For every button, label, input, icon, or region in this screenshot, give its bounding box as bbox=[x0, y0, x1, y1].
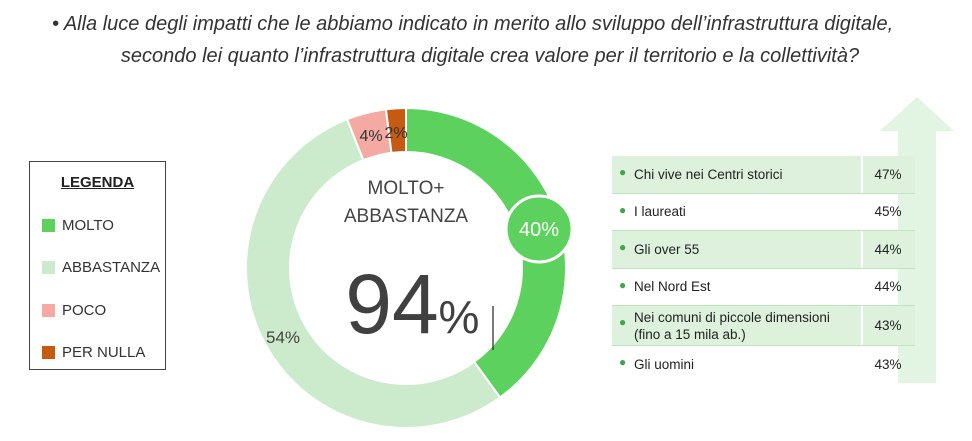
segment-row: ● Chi vive nei Centri storici 47% bbox=[612, 156, 915, 194]
slice-label-poco: 4% bbox=[359, 128, 382, 145]
legend-swatch-poco bbox=[42, 304, 55, 317]
slice-label-abbastanza: 54% bbox=[266, 328, 300, 347]
segment-value: 45% bbox=[874, 204, 902, 220]
legend-title: LEGENDA bbox=[60, 174, 135, 191]
slice-per-nulla bbox=[384, 106, 407, 155]
segment-value: 47% bbox=[874, 166, 902, 182]
segment-label: Gli over 55 bbox=[634, 241, 700, 257]
donut-slices bbox=[245, 106, 567, 429]
center-value: 94 bbox=[345, 257, 438, 351]
molto-highlight-bubble bbox=[504, 194, 574, 264]
segment-value: 44% bbox=[874, 241, 902, 257]
slice-abbastanza bbox=[245, 117, 502, 429]
center-label-line-1: MOLTO+ bbox=[368, 178, 445, 199]
segment-value: 43% bbox=[874, 357, 902, 373]
legend-label-poco: POCO bbox=[62, 302, 107, 319]
segment-label: Chi vive nei Centri storici bbox=[634, 166, 783, 182]
segment-value: 43% bbox=[874, 318, 902, 333]
legend-label-per-nulla: PER NULLA bbox=[62, 344, 146, 361]
segments-table: ● Chi vive nei Centri storici 47% ● I la… bbox=[612, 156, 915, 384]
slice-molto bbox=[405, 106, 567, 399]
legend-label-abbastanza: ABBASTANZA bbox=[62, 259, 161, 276]
column-divider bbox=[861, 268, 863, 305]
segment-label: Nel Nord Est bbox=[634, 279, 711, 295]
legend-swatch-molto bbox=[42, 219, 55, 232]
legend-swatch-per-nulla bbox=[42, 346, 55, 359]
bullet-icon: ● bbox=[619, 315, 627, 329]
legend: LEGENDA MOLTO ABBASTANZA POCO PER NULLA bbox=[29, 161, 166, 370]
question-line-2: secondo lei quanto l’infrastruttura digi… bbox=[120, 45, 860, 67]
bullet-icon: ● bbox=[619, 277, 627, 292]
center-unit: % bbox=[439, 291, 480, 343]
slice-label-per-nulla: 2% bbox=[384, 125, 407, 142]
question-text: • Alla luce degli impatti che le abbiamo… bbox=[40, 8, 940, 72]
bullet-icon: ● bbox=[619, 240, 627, 254]
column-divider bbox=[861, 193, 863, 230]
segment-label: Gli uomini bbox=[634, 357, 695, 373]
bullet-icon: ● bbox=[619, 355, 627, 369]
segment-label: I laureati bbox=[634, 204, 686, 220]
segment-row: ● I laureati 45% bbox=[612, 193, 915, 231]
segment-row: ● Gli over 55 44% bbox=[612, 231, 915, 269]
segment-row: ● Nei comuni di piccole dimensioni (fino… bbox=[612, 306, 915, 346]
segment-row: ● Nel Nord Est 44% bbox=[612, 268, 915, 306]
column-divider bbox=[861, 156, 863, 193]
legend-label-molto: MOLTO bbox=[62, 217, 114, 234]
slice-label-molto: 40% bbox=[519, 219, 559, 241]
bullet-icon: ● bbox=[619, 202, 627, 217]
legend-swatch-abbastanza bbox=[42, 261, 55, 274]
segment-label: Nei comuni di piccole dimensioni (fino a… bbox=[634, 309, 830, 342]
segment-value: 44% bbox=[874, 279, 902, 295]
column-divider bbox=[861, 346, 863, 384]
column-divider bbox=[861, 306, 863, 345]
center-label-line-2: ABBASTANZA bbox=[344, 206, 469, 227]
column-divider bbox=[861, 231, 863, 268]
segment-row: ● Gli uomini 43% bbox=[612, 346, 915, 384]
bullet-icon: ● bbox=[619, 165, 627, 179]
question-line-1: • Alla luce degli impatti che le abbiamo… bbox=[52, 13, 894, 35]
